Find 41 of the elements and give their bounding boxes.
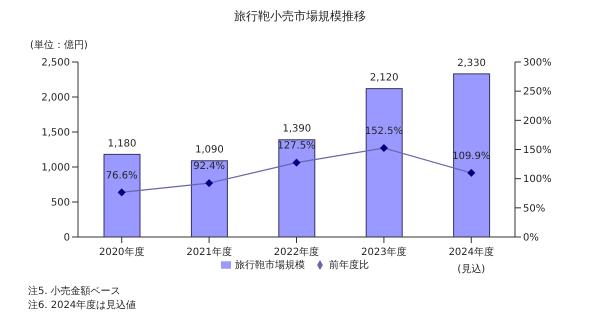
y2-tick-label: 250% [523, 86, 552, 98]
point [205, 179, 214, 188]
y2-tick-label: 100% [523, 174, 552, 186]
y2-tick-label: 300% [523, 58, 552, 69]
data-label: 1,390 [282, 124, 312, 135]
y2-tick-label: 0% [523, 232, 539, 244]
legend-label: 旅行鞄市場規模 [235, 260, 305, 271]
data-label: 2,120 [370, 72, 399, 84]
legend-label: 前年度比 [329, 260, 369, 271]
x-tick-label: 2023年度 [361, 246, 407, 258]
y-tick-label: 1,000 [41, 162, 70, 174]
data-label: 1,090 [195, 144, 224, 156]
text: 注6. 2024年度は見込値 [28, 298, 136, 312]
x-tick-label: 2024年度 (見込) [448, 246, 494, 275]
y2-tick-label: 50% [523, 203, 546, 214]
x-tick-label: 2021年度 [186, 246, 232, 258]
bar [104, 154, 140, 237]
y-tick-label: 1,500 [41, 128, 70, 139]
y2-tick-label: 150% [523, 145, 552, 156]
data-label: 76.6% [106, 170, 138, 182]
y-axis-title: (単位：億円) [30, 38, 88, 52]
data-label: 92.4% [193, 161, 225, 172]
y-tick-label: 500 [50, 198, 70, 209]
point [467, 168, 476, 177]
point [292, 158, 300, 167]
point [380, 144, 388, 152]
text: 注5. 小売金額ベース [28, 284, 121, 298]
bar [278, 139, 316, 237]
data-label: 1,180 [108, 138, 136, 150]
x-tick-label: 2022年度 [274, 246, 320, 258]
y-tick-label: 2,000 [41, 92, 70, 104]
x-tick-label: 2020年度 [98, 246, 144, 258]
bar [366, 88, 403, 237]
data-label: 2,330 [457, 58, 486, 69]
bar [190, 160, 228, 237]
chart-title: 旅行鞄小売市場規模推移 [233, 8, 367, 25]
y-tick-label: 0 [64, 232, 70, 244]
bar [453, 73, 490, 237]
y2-tick-label: 200% [523, 116, 552, 127]
y-tick-label: 2,500 [41, 58, 70, 69]
point [118, 188, 126, 196]
